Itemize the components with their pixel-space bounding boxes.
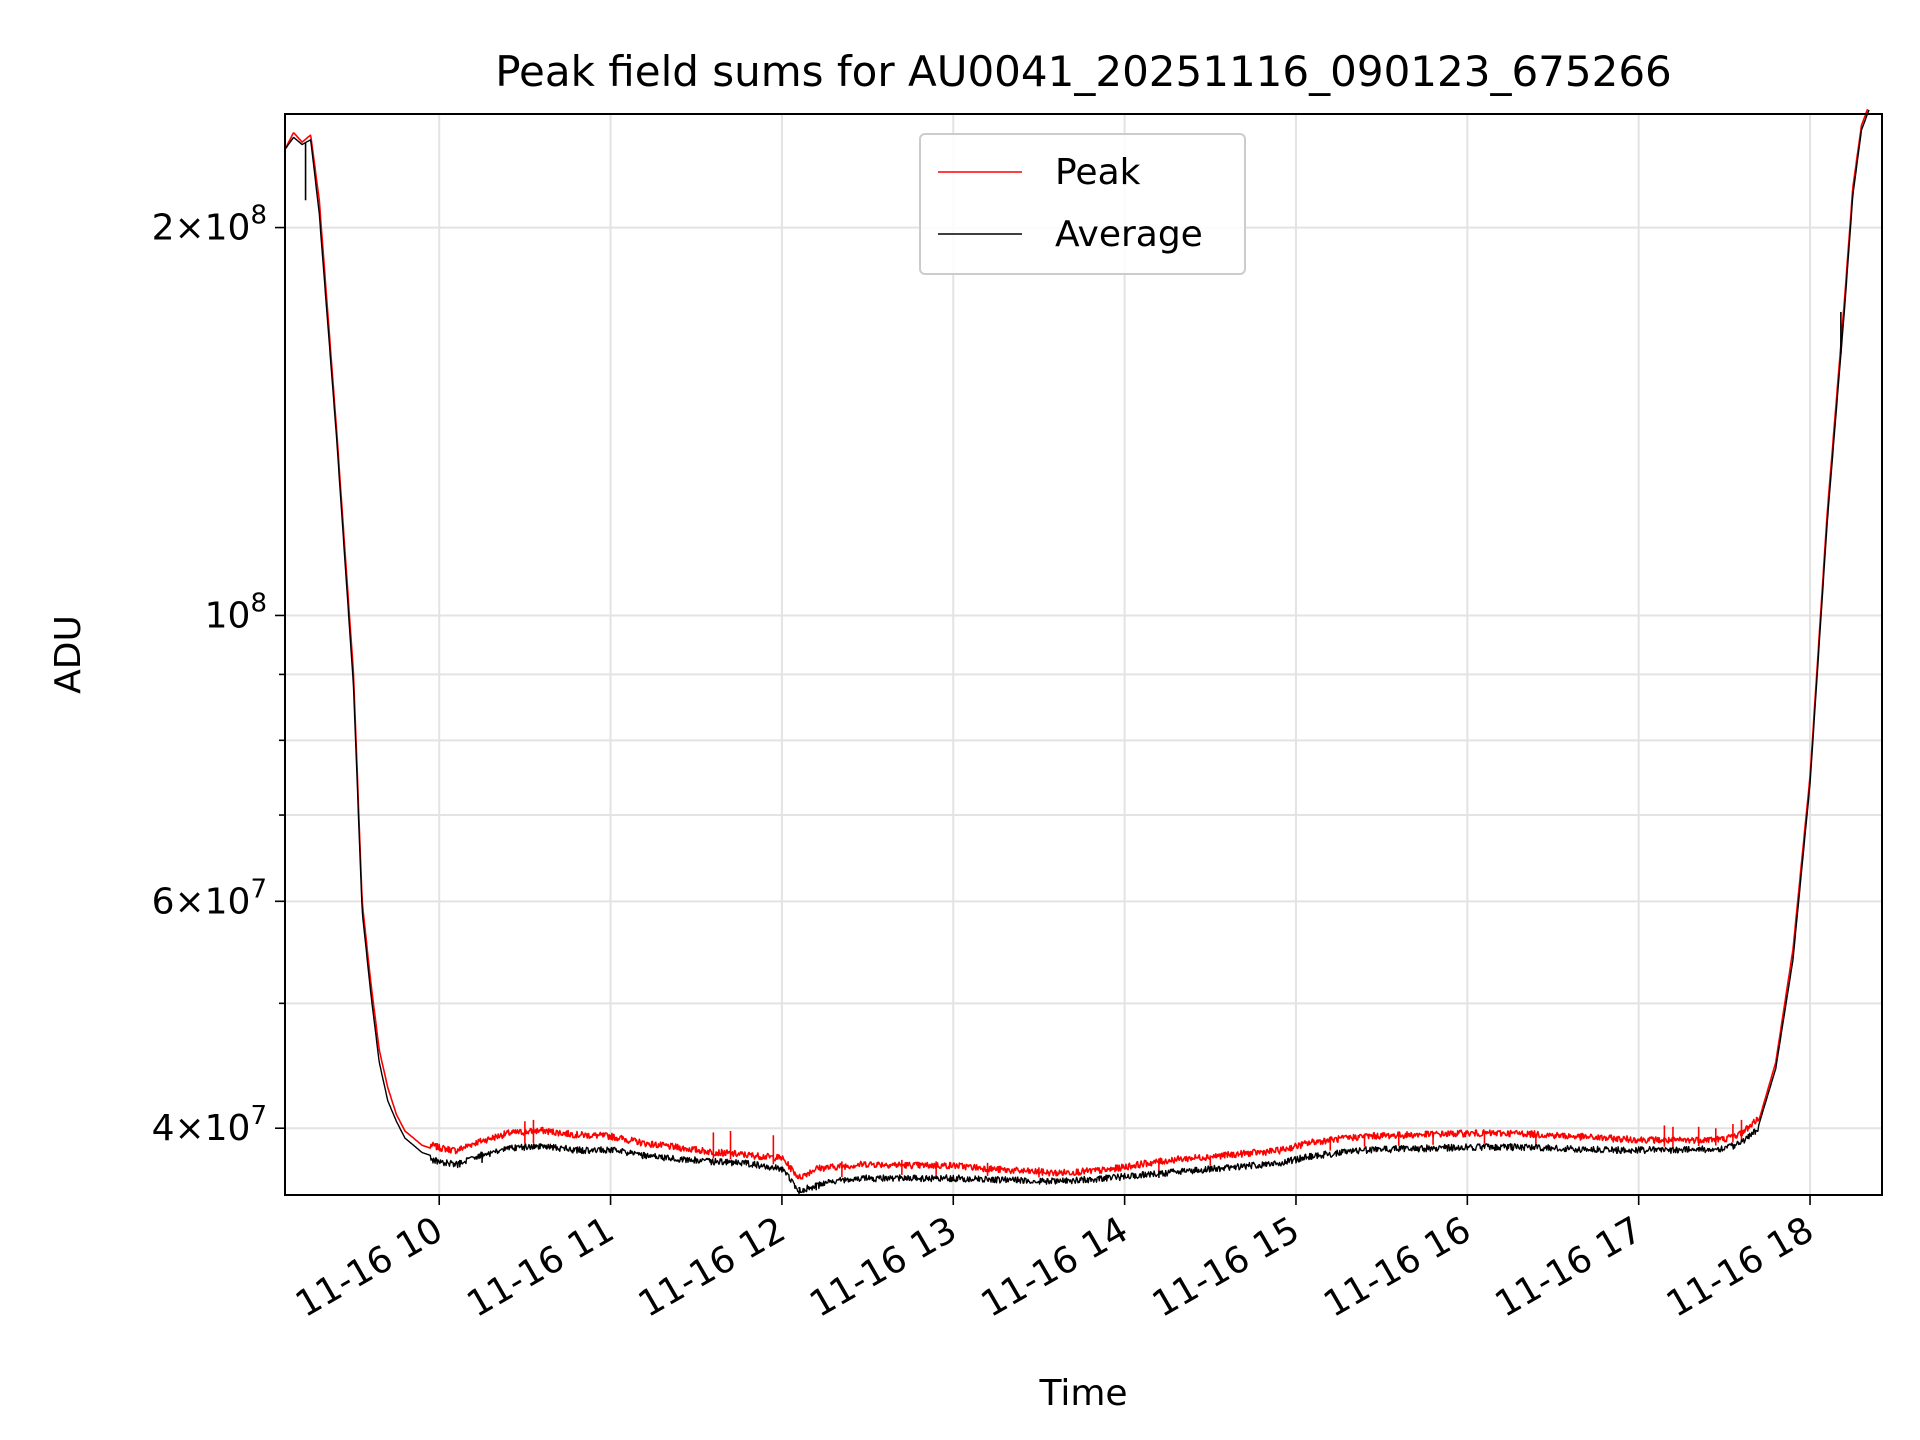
grid-layer [285,114,1882,1195]
legend-box [919,133,1246,275]
x-axis-label: Time [1038,1373,1127,1414]
y-axis-label: ADU [48,615,89,694]
y-tick-label: 108 [205,588,267,636]
legend-average-label: Average [1055,214,1203,255]
y-tick-label: 2×108 [152,201,267,249]
chart-title: Peak field sums for AU0041_20251116_0901… [495,47,1672,96]
y-tick-label: 4×107 [152,1101,267,1149]
plot-frame [284,113,1883,1196]
peak-series-line [284,108,1869,1180]
average-series-line [284,109,1870,1195]
peak-series-layer [284,108,1869,1180]
legend: Peak Average [919,133,1246,275]
legend-peak-label: Peak [1055,152,1141,193]
average-series-layer [284,109,1870,1195]
y-tick-label: 6×107 [152,874,267,922]
